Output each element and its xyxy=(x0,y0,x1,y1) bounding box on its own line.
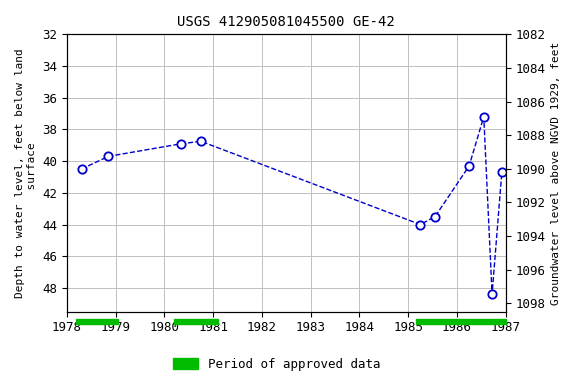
Legend: Period of approved data: Period of approved data xyxy=(168,353,385,376)
FancyBboxPatch shape xyxy=(75,319,118,324)
Title: USGS 412905081045500 GE-42: USGS 412905081045500 GE-42 xyxy=(177,15,395,29)
FancyBboxPatch shape xyxy=(415,319,506,324)
Y-axis label: Depth to water level, feet below land
  surface: Depth to water level, feet below land su… xyxy=(15,48,37,298)
Y-axis label: Groundwater level above NGVD 1929, feet: Groundwater level above NGVD 1929, feet xyxy=(551,41,561,305)
FancyBboxPatch shape xyxy=(174,319,218,324)
